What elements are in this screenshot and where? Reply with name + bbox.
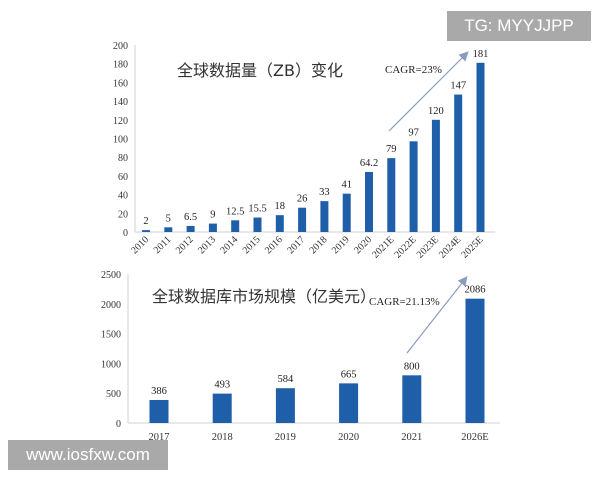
chart1-bar [342,193,351,232]
watermark-bottom: www.iosfxw.com [8,440,168,470]
chart2-y-tick-label: 0 [116,419,121,430]
chart2-x-tick-label: 2017 [149,432,170,443]
chart1-data-label: 15.5 [248,204,266,215]
chart1-x-tick-label: 2015 [241,234,263,256]
chart1-data-label: 2 [143,216,148,227]
chart1-y-tick-label: 180 [113,60,128,71]
chart2-y-tick-label: 1500 [101,330,121,341]
chart1-y-tick-label: 40 [118,191,128,202]
chart1-data-label: 5 [166,213,171,224]
chart1-data-label: 97 [408,127,419,138]
chart1-x-tick-label: 2012 [174,234,196,256]
chart1-bar [186,225,195,232]
chart1-y-tick-label: 60 [118,172,128,183]
chart1-data-label: 64.2 [360,158,378,169]
watermark-top: TG: MYYJJPP [447,11,591,41]
chart2-data-label: 665 [341,369,357,380]
chart2-bar [465,298,485,423]
chart1-data-label: 120 [428,106,444,117]
chart1-y-tick-label: 160 [113,78,128,89]
chart1-bar [275,215,284,232]
chart2-y-tick-label: 1000 [101,359,121,370]
chart1-bar [387,158,396,232]
chart1-bar [476,62,485,232]
chart2-x-tick-label: 2021 [401,432,422,443]
chart1-bar [298,207,307,232]
chart1-x-tick-label: 2011 [152,234,174,256]
chart2-bar [149,399,169,423]
chart2-data-label: 800 [404,361,420,372]
chart1-x-tick-label: 2014 [218,234,240,256]
chart2-y-tick-label: 2000 [101,300,121,311]
chart1-x-tick-label: 2024E [437,234,463,260]
chart2-x-tick-label: 2020 [338,432,359,443]
chart1-x-tick-label: 2016 [263,234,285,256]
chart1-title: 全球数据量（ZB）变化 [177,61,343,80]
chart1-x-tick-label: 2013 [196,234,218,256]
chart1-x-tick-label: 2021E [370,234,396,260]
chart1-bar [454,94,463,233]
chart1-data-label: 41 [341,180,352,191]
chart1-data-label: 18 [275,201,286,212]
chart2-data-label: 386 [151,386,167,397]
chart2-data-label: 2086 [465,285,486,296]
chart1-bar [365,171,373,232]
chart1-y-tick-label: 0 [123,228,128,239]
chart2-x-tick-label: 2018 [212,432,233,443]
chart1-bar [208,223,217,232]
chart1-bar [431,119,440,232]
chart2-data-label: 493 [214,380,230,391]
chart2-cagr-label: CAGR=21.13% [369,296,440,308]
chart1-cagr-label: CAGR=23% [385,64,442,76]
chart2-data-label: 584 [278,374,295,385]
chart2-title: 全球数据库市场规模（亿美元） [152,287,376,306]
chart2-x-tick-label: 2019 [275,432,296,443]
chart1-bar [253,217,262,232]
chart1-x-tick-label: 2023E [415,234,441,260]
chart1-data-label: 79 [386,144,397,155]
chart1-bar [164,227,173,232]
chart2-bar [275,388,295,423]
chart1-bar [320,201,329,232]
chart1-data-label: 33 [319,187,330,198]
chart1-x-tick-label: 2025E [459,234,485,260]
chart2-y-tick-label: 500 [106,389,121,400]
chart1-y-tick-label: 100 [113,135,128,146]
chart2-y-tick-label: 2500 [101,270,121,281]
chart1-data-label: 9 [210,210,215,221]
chart1-bar [231,220,240,232]
chart1-y-tick-label: 120 [113,116,128,127]
chart1-data-label: 12.5 [226,206,244,217]
chart1-data-label: 6.5 [184,212,197,223]
chart1-data-label: 26 [297,194,308,205]
chart2-bar [339,383,359,423]
chart1-x-tick-label: 2018 [308,234,330,256]
chart1-y-tick-label: 20 [118,209,128,220]
chart1-data-label: 181 [473,49,489,60]
chart1-x-tick-label: 2022E [392,234,418,260]
chart2-x-tick-label: 2026E [461,432,488,443]
chart1-y-tick-label: 80 [118,153,128,164]
chart1-y-tick-label: 140 [113,97,128,108]
chart1-growth-arrow [388,51,469,132]
chart2-marks: 0 500 1000 1500 2000 2500 386 2017 493 2018 584 201… [101,270,500,443]
chart2-growth-arrow [406,276,468,354]
chart1-bar [142,230,150,232]
chart1-x-tick-label: 2010 [129,234,151,256]
chart1-data-label: 147 [450,81,466,92]
chart1-x-tick-label: 2017 [285,234,307,256]
chart1-bar [409,141,418,232]
chart1-x-tick-label: 2019 [330,234,352,256]
chart2-bar [402,375,422,423]
chart1-y-tick-label: 200 [113,41,128,52]
chart2-bar [212,393,232,423]
